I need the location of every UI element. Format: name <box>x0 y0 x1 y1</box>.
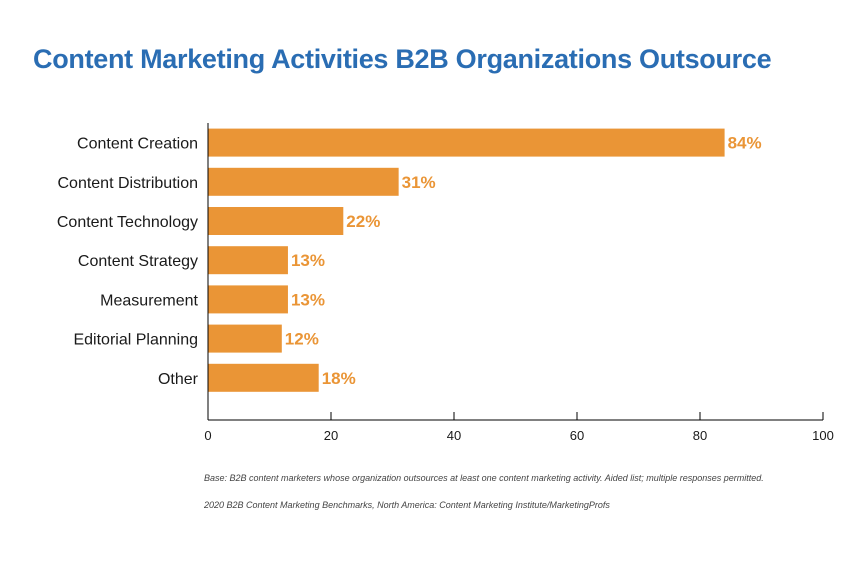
value-label: 13% <box>291 251 325 270</box>
category-label: Content Distribution <box>57 175 198 192</box>
category-label: Content Creation <box>77 136 198 153</box>
x-tick-label: 0 <box>204 428 211 443</box>
value-label: 13% <box>291 290 325 309</box>
value-label: 12% <box>285 330 319 349</box>
x-tick-label: 20 <box>324 428 338 443</box>
category-label: Editorial Planning <box>73 332 198 349</box>
bar <box>208 207 344 235</box>
bars-group <box>208 128 725 392</box>
category-label: Content Technology <box>57 214 198 231</box>
bar <box>208 128 725 157</box>
bar <box>208 167 399 196</box>
value-label: 31% <box>402 173 436 192</box>
category-labels: Content Creation Content Distribution Cont… <box>57 136 199 388</box>
axes: 0 20 40 60 80 100 <box>204 123 834 443</box>
value-label: 18% <box>322 369 356 388</box>
x-tick-label: 60 <box>570 428 584 443</box>
bar <box>208 246 288 275</box>
bar <box>208 324 282 353</box>
value-labels: 84% 31% 22% 13% 13% 12% 18% <box>285 134 762 388</box>
x-tick-label: 40 <box>447 428 461 443</box>
footnote-base: Base: B2B content marketers whose organi… <box>204 473 764 483</box>
category-label: Other <box>158 371 199 388</box>
x-tick-label: 100 <box>812 428 834 443</box>
category-label: Measurement <box>100 292 198 309</box>
bar <box>208 363 319 392</box>
value-label: 84% <box>728 134 762 153</box>
x-tick-label: 80 <box>693 428 707 443</box>
category-label: Content Strategy <box>78 253 198 270</box>
footnote-source: 2020 B2B Content Marketing Benchmarks, N… <box>204 500 610 510</box>
bar <box>208 285 288 314</box>
value-label: 22% <box>346 212 380 231</box>
chart-title: Content Marketing Activities B2B Organiz… <box>33 44 772 74</box>
